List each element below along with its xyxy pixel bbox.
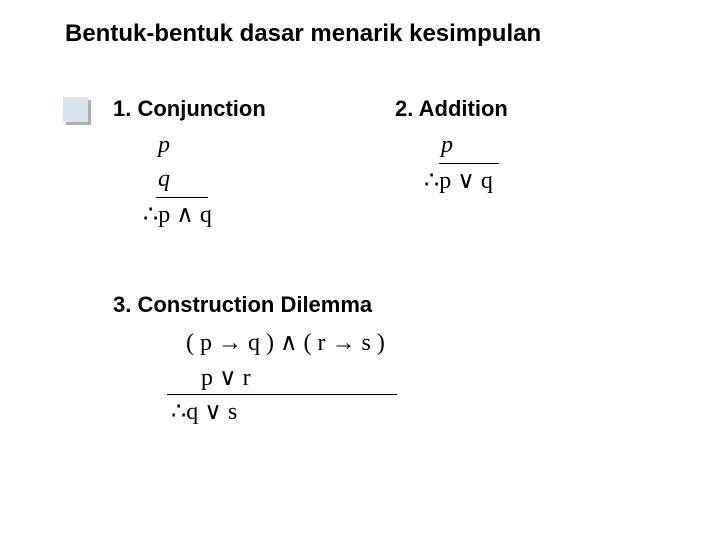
rule3-premise1: ( p → q ) ∧ ( r → s ) bbox=[186, 328, 385, 357]
rule1-conclusion: ∴p ∧ q bbox=[143, 200, 212, 229]
rule3-premise2: p ∨ r bbox=[201, 363, 251, 392]
bullet-icon bbox=[63, 97, 91, 125]
rule2-line bbox=[439, 163, 499, 164]
rule3-conclusion: ∴q ∨ s bbox=[171, 397, 237, 426]
rule1-heading: 1. Conjunction bbox=[113, 96, 266, 122]
rule2-premise1: p bbox=[441, 132, 453, 159]
rule2-heading: 2. Addition bbox=[395, 96, 508, 122]
rule1-premise1: p bbox=[158, 132, 170, 159]
slide: Bentuk-bentuk dasar menarik kesimpulan 1… bbox=[0, 0, 720, 540]
rule1-line bbox=[156, 197, 208, 198]
rule3-line bbox=[167, 394, 397, 395]
slide-title: Bentuk-bentuk dasar menarik kesimpulan bbox=[65, 20, 541, 48]
rule2-conclusion: ∴p ∨ q bbox=[424, 166, 493, 195]
rule3-heading: 3. Construction Dilemma bbox=[113, 292, 372, 318]
rule1-premise2: q bbox=[158, 166, 170, 193]
